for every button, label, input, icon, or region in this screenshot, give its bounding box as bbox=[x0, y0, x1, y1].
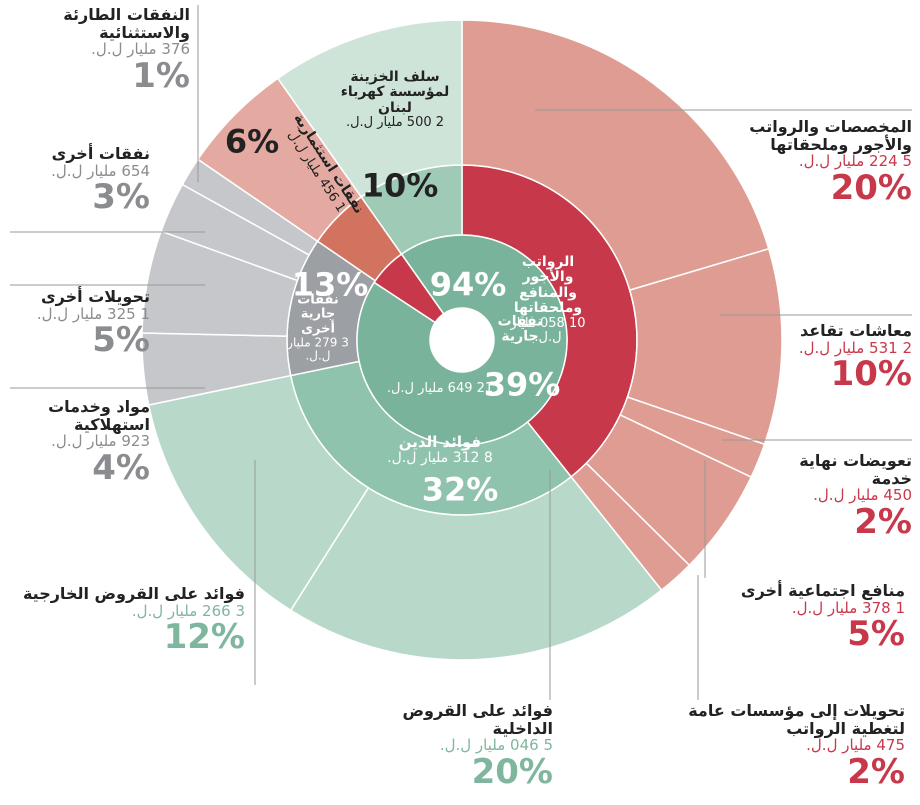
segment-name: نفقات جارية bbox=[497, 313, 543, 345]
value-label: 450 مليار ل.ل. bbox=[813, 486, 912, 505]
child-arc bbox=[147, 374, 370, 612]
child-arc bbox=[289, 475, 663, 661]
percent-label: 4% bbox=[92, 447, 150, 488]
label-block: النفقات الطارئة والاستثنائية 376 مليار ل.… bbox=[0, 6, 190, 95]
segment-name: منافع اجتماعية أخرى bbox=[740, 581, 905, 600]
segment-name: معاشات تقاعد bbox=[799, 321, 912, 340]
inner-rest-arc bbox=[373, 253, 445, 324]
label-block: الرواتب والأجور والمنافع وملحقاتها 10 058… bbox=[503, 253, 593, 345]
percent-label: 13% bbox=[291, 265, 369, 304]
value-label: 10 058 مليار ل.ل. bbox=[510, 315, 586, 345]
label-block: منافع اجتماعية أخرى 1 378 مليار ل.ل. 5% bbox=[705, 582, 905, 653]
label-block: فوائد على القروض الداخلية 5 046 مليار ل.ل… bbox=[373, 702, 553, 791]
segment-name: نفقات جارية أخرى bbox=[297, 292, 339, 336]
leader-lines bbox=[10, 5, 912, 700]
segment-name: نفقات أخرى bbox=[51, 144, 150, 163]
value-label: 1 325 مليار ل.ل. bbox=[36, 304, 150, 323]
value-label: 923 مليار ل.ل. bbox=[51, 432, 150, 451]
percent-label: 3% bbox=[92, 177, 150, 218]
segment-name: فوائد على القروض الخارجية bbox=[22, 584, 245, 603]
segment-name: تحويلات أخرى bbox=[40, 287, 150, 306]
label-block: تحويلات إلى مؤسسات عامة لتغطية الرواتب 47… bbox=[675, 702, 905, 791]
percent-label: 12% bbox=[163, 617, 245, 658]
group-outer-arc bbox=[276, 19, 463, 198]
value-label: 8 312 مليار ل.ل. bbox=[387, 449, 493, 466]
percent-label: 10% bbox=[361, 166, 439, 205]
percent-label: 94% bbox=[429, 265, 507, 304]
percent-label: 20% bbox=[471, 751, 553, 792]
value-label: 3 279 مليار ل.ل. bbox=[287, 335, 349, 363]
label-block: مواد وخدمات استهلاكية 923 مليار ل.ل. 4% bbox=[0, 398, 150, 487]
value-label: 3 266 مليار ل.ل. bbox=[131, 601, 245, 620]
label-block: سلف الخزينة لمؤسسة كهرباء لبنان 2 500 ملي… bbox=[330, 68, 460, 130]
segment-name: مواد وخدمات استهلاكية bbox=[48, 397, 150, 434]
label-block: معاشات تقاعد 2 531 مليار ل.ل. 10% bbox=[792, 322, 912, 393]
value-label: 5 046 مليار ل.ل. bbox=[439, 736, 553, 755]
segment-name: تعويضات نهاية خدمة bbox=[799, 451, 912, 488]
percent-label: 32% bbox=[421, 470, 499, 509]
percent-label: 2% bbox=[847, 751, 905, 792]
value-label: 376 مليار ل.ل. bbox=[91, 40, 190, 59]
value-label: 21 649 مليار ل.ل. bbox=[386, 380, 494, 396]
percent-label: 6% bbox=[224, 122, 280, 161]
label-block: فوائد الدين 8 312 مليار ل.ل. bbox=[365, 434, 515, 466]
segment-name: تحويلات إلى مؤسسات عامة لتغطية الرواتب bbox=[688, 701, 905, 738]
segment-name: فوائد الدين bbox=[398, 433, 482, 452]
value-label: 654 مليار ل.ل. bbox=[51, 161, 150, 180]
value-label: 5 224 مليار ل.ل. bbox=[798, 152, 912, 171]
percent-label: 5% bbox=[847, 614, 905, 655]
segment-name: الرواتب والأجور والمنافع وملحقاتها bbox=[513, 253, 583, 317]
percent-label: 20% bbox=[830, 167, 912, 208]
segment-name: المخصصات والرواتب والأجور وملحقاتها bbox=[749, 117, 912, 154]
value-label: 2 531 مليار ل.ل. bbox=[798, 338, 912, 357]
label-block: نفقات أخرى 654 مليار ل.ل. 3% bbox=[0, 145, 150, 216]
child-arc bbox=[461, 19, 770, 292]
inner-arc bbox=[356, 234, 568, 446]
percent-label: 10% bbox=[830, 354, 912, 395]
label-block: فوائد على القروض الخارجية 3 266 مليار ل.ل… bbox=[5, 585, 245, 656]
segment-name: فوائد على القروض الداخلية bbox=[402, 701, 553, 738]
percent-label: 1% bbox=[132, 55, 190, 96]
label-block: المخصصات والرواتب والأجور وملحقاتها 5 224… bbox=[712, 118, 912, 207]
percent-label: 39% bbox=[483, 365, 561, 404]
label-block: تحويلات أخرى 1 325 مليار ل.ل. 5% bbox=[0, 288, 150, 359]
value-label: 475 مليار ل.ل. bbox=[806, 736, 905, 755]
value-label: 1 378 مليار ل.ل. bbox=[791, 598, 905, 617]
label-block: نفقات جارية أخرى 3 279 مليار ل.ل. bbox=[282, 293, 354, 362]
label-block: تعويضات نهاية خدمة 450 مليار ل.ل. 2% bbox=[762, 452, 912, 541]
percent-label: 5% bbox=[92, 320, 150, 361]
rings bbox=[141, 19, 783, 661]
segment-name: سلف الخزينة لمؤسسة كهرباء لبنان bbox=[340, 68, 450, 116]
value-label: 2 500 مليار ل.ل. bbox=[345, 114, 445, 130]
segment-name: النفقات الطارئة والاستثنائية bbox=[63, 5, 190, 42]
percent-label: 2% bbox=[854, 501, 912, 542]
